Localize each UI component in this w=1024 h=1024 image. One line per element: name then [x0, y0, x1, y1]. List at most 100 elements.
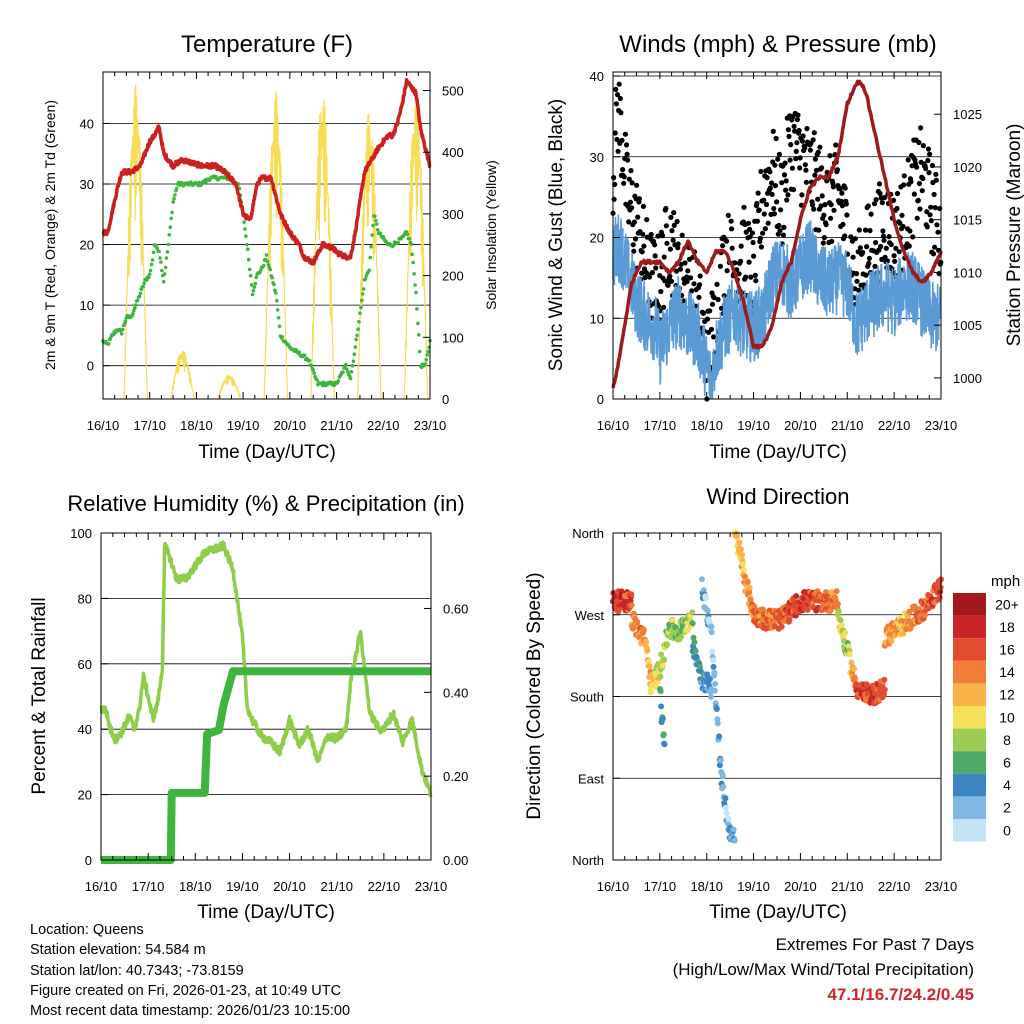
dewpoint-point: [378, 231, 383, 236]
dewpoint-point: [265, 259, 270, 264]
gust-point: [634, 182, 640, 188]
direction-point: [709, 648, 716, 655]
direction-point: [716, 762, 723, 769]
wdir-xtick-label: 23/10: [925, 879, 958, 894]
dewpoint-point: [161, 279, 166, 284]
gust-point: [797, 155, 803, 161]
gust-point: [625, 157, 631, 163]
gust-point: [679, 232, 685, 238]
humidity-line: [99, 540, 433, 798]
gust-point: [750, 239, 756, 246]
dewpoint-point: [416, 321, 420, 326]
gust-point: [754, 200, 760, 207]
wdir-ylabel: Direction (Colored By Speed): [524, 572, 545, 819]
gust-point: [619, 137, 625, 143]
dewpoint-point: [344, 362, 348, 367]
gust-point: [908, 179, 914, 185]
gust-point: [793, 148, 799, 154]
direction-point: [659, 662, 666, 669]
gust-point: [920, 175, 926, 182]
rh-ytick-right-label: 0.00: [443, 853, 468, 868]
gust-point: [934, 222, 940, 228]
gust-point: [797, 165, 803, 171]
colorbar-swatch: [953, 796, 986, 819]
gust-point: [833, 142, 839, 148]
gust-point: [626, 176, 632, 182]
gust-point: [926, 170, 932, 176]
gust-point: [772, 183, 779, 189]
colorbar-swatch: [953, 751, 986, 774]
figure-created: Figure created on Fri, 2026-01-23, at 10…: [30, 982, 342, 999]
gust-point: [830, 184, 837, 190]
dewpoint-point: [165, 250, 170, 254]
dewpoint-point: [410, 252, 415, 257]
gust-point: [897, 220, 903, 226]
rh-plot-frame: [100, 532, 432, 861]
gust-point: [810, 137, 816, 143]
gust-point: [842, 185, 848, 191]
gust-point: [631, 219, 638, 225]
rh-ytick-label: 80: [78, 591, 92, 606]
dewpoint-point: [359, 305, 363, 310]
wdir-xtick-label: 20/10: [784, 879, 817, 894]
dewpoint-point: [261, 263, 266, 268]
dewpoint-point: [248, 273, 253, 278]
gust-point: [689, 288, 695, 294]
gust-point: [728, 218, 734, 224]
rh-ytick-right-label: 0.60: [443, 601, 468, 616]
dewpoint-point: [173, 193, 177, 197]
gust-point: [763, 201, 770, 208]
rh-xtick-label: 23/10: [415, 879, 448, 894]
gust-point: [724, 268, 730, 274]
wind-ytick-right-label: 1010: [953, 265, 982, 280]
temp-ytick-label: 30: [80, 177, 94, 192]
temp-axes: 16/10 17/10 18/10 19/10 20/10 21/10 22/10 23/10…: [80, 72, 464, 433]
direction-point: [888, 637, 895, 644]
wind-xtick-label: 21/10: [831, 418, 864, 433]
gust-point: [820, 240, 826, 246]
dewpoint-point: [170, 210, 174, 215]
gust-point: [709, 301, 716, 307]
direction-point: [678, 633, 685, 640]
rh-title: Relative Humidity (%) & Precipitation (i…: [67, 491, 464, 516]
dewpoint-point: [197, 180, 201, 185]
gust-point: [613, 101, 620, 107]
gust-point: [671, 222, 677, 228]
direction-point: [828, 589, 835, 596]
dewpoint-point: [352, 352, 357, 357]
gust-point: [774, 199, 780, 205]
wind-xtick-label: 19/10: [737, 418, 770, 433]
gust-point: [871, 201, 878, 207]
direction-point: [739, 561, 746, 568]
gust-point: [918, 125, 924, 131]
dewpoint-point: [415, 307, 419, 311]
gust-point: [829, 238, 835, 244]
direction-point: [719, 773, 726, 780]
gust-point: [696, 294, 702, 300]
gust-point: [799, 192, 805, 198]
dewpoint-point: [106, 342, 111, 346]
direction-point: [713, 706, 720, 712]
dewpoint-point: [172, 196, 176, 201]
gust-point: [635, 214, 641, 220]
gust-point: [811, 206, 817, 212]
direction-point: [740, 566, 747, 573]
temp-xtick-label: 18/10: [180, 418, 213, 433]
direction-point: [708, 629, 715, 636]
dewpoint-point: [119, 332, 124, 336]
dewpoint-point: [303, 353, 307, 358]
rh-xtick-label: 16/10: [85, 879, 118, 894]
gust-point: [767, 169, 773, 175]
gust-point: [776, 222, 782, 229]
temp-ytick-label: 0: [87, 359, 94, 374]
direction-point: [643, 638, 650, 645]
temp-ytick-right-label: 0: [442, 392, 449, 407]
gust-point: [655, 303, 662, 309]
wdir-xtick-label: 22/10: [878, 879, 911, 894]
gust-point: [632, 236, 639, 242]
gust-point: [769, 180, 775, 186]
direction-point: [851, 666, 858, 672]
direction-point: [746, 585, 753, 591]
dewpoint-point: [374, 222, 379, 226]
dewpoint-point: [247, 267, 252, 272]
